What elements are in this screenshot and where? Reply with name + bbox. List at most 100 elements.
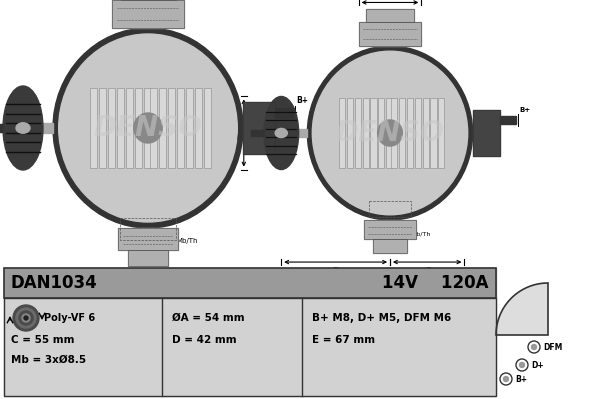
Bar — [399, 98, 406, 168]
Bar — [4, 268, 496, 298]
Bar — [364, 220, 416, 239]
Text: B+: B+ — [296, 96, 308, 105]
Text: Mb/Th: Mb/Th — [176, 238, 198, 244]
Ellipse shape — [16, 123, 30, 133]
Bar — [407, 98, 413, 168]
Circle shape — [528, 341, 540, 353]
Text: DENSO: DENSO — [93, 114, 202, 142]
Bar — [116, 88, 123, 168]
Bar — [362, 98, 369, 168]
Text: ØA: ØA — [234, 127, 240, 138]
Bar — [438, 98, 444, 168]
Polygon shape — [496, 283, 548, 335]
Ellipse shape — [59, 34, 237, 222]
Bar — [112, 0, 184, 28]
Bar — [177, 88, 183, 168]
Bar — [366, 10, 414, 22]
Circle shape — [19, 311, 33, 325]
Bar — [373, 239, 407, 253]
Bar — [378, 98, 385, 168]
Bar — [359, 22, 421, 46]
Circle shape — [504, 377, 509, 381]
Bar — [120, 218, 176, 240]
Bar — [347, 98, 353, 168]
Text: ØA = 54 mm: ØA = 54 mm — [172, 313, 244, 323]
Text: E = 67 mm: E = 67 mm — [312, 335, 375, 345]
Text: B+ M8, D+ M5, DFM M6: B+ M8, D+ M5, DFM M6 — [312, 313, 451, 323]
Bar — [98, 88, 105, 168]
Bar — [126, 88, 132, 168]
Text: B+: B+ — [515, 375, 527, 383]
Text: Poly-VF 6: Poly-VF 6 — [44, 313, 95, 323]
Bar — [370, 98, 377, 168]
Text: Mb = 3xØ8.5: Mb = 3xØ8.5 — [11, 355, 86, 365]
Text: C = 55 mm: C = 55 mm — [11, 335, 74, 345]
Bar — [150, 88, 156, 168]
Bar — [118, 228, 178, 250]
Bar — [473, 111, 501, 156]
Text: D+: D+ — [531, 361, 544, 369]
Bar — [366, 10, 414, 22]
Bar — [186, 88, 192, 168]
Bar — [423, 98, 429, 168]
Circle shape — [24, 316, 28, 320]
Text: D = 42 mm: D = 42 mm — [172, 335, 237, 345]
Bar — [168, 88, 174, 168]
Ellipse shape — [53, 28, 243, 228]
Text: 14V    120A: 14V 120A — [382, 274, 488, 292]
Bar — [23, 123, 53, 133]
Ellipse shape — [3, 86, 43, 170]
Bar — [89, 88, 96, 168]
Circle shape — [531, 344, 537, 350]
Text: C: C — [187, 282, 194, 291]
Ellipse shape — [275, 128, 288, 138]
Bar — [159, 88, 165, 168]
Bar — [339, 98, 345, 168]
Circle shape — [500, 373, 512, 385]
Bar — [4, 298, 496, 396]
Bar — [282, 128, 307, 137]
Circle shape — [13, 305, 39, 331]
Ellipse shape — [377, 120, 403, 146]
Ellipse shape — [264, 97, 299, 170]
Bar — [355, 98, 361, 168]
Bar — [144, 88, 150, 168]
Bar — [501, 116, 516, 124]
Bar — [112, 0, 184, 28]
Bar — [135, 88, 141, 168]
Text: DENSO: DENSO — [335, 119, 444, 147]
Bar — [359, 22, 421, 46]
Bar — [369, 201, 411, 217]
Text: C: C — [424, 267, 430, 276]
Bar — [128, 250, 168, 266]
Bar — [275, 108, 293, 118]
Bar — [391, 98, 397, 168]
Bar — [0, 124, 3, 132]
Ellipse shape — [134, 113, 162, 143]
Bar — [373, 239, 407, 253]
Text: DAN1034: DAN1034 — [11, 274, 98, 292]
Bar — [386, 98, 392, 168]
Bar — [243, 102, 275, 154]
Ellipse shape — [312, 51, 468, 215]
Bar — [107, 88, 114, 168]
Text: D: D — [81, 282, 89, 291]
Circle shape — [25, 316, 28, 320]
Ellipse shape — [307, 46, 473, 220]
Bar — [431, 98, 437, 168]
Text: DFM: DFM — [543, 342, 562, 352]
Circle shape — [16, 308, 36, 328]
Bar — [243, 102, 275, 154]
Text: B+: B+ — [519, 107, 530, 113]
Circle shape — [519, 363, 525, 367]
Circle shape — [22, 314, 30, 322]
Bar — [4, 298, 496, 396]
Bar — [204, 88, 210, 168]
Bar — [473, 111, 501, 156]
Bar — [415, 98, 421, 168]
Circle shape — [516, 359, 528, 371]
Bar — [118, 228, 178, 250]
Bar — [251, 130, 264, 136]
Bar — [4, 268, 496, 298]
Bar — [195, 88, 201, 168]
